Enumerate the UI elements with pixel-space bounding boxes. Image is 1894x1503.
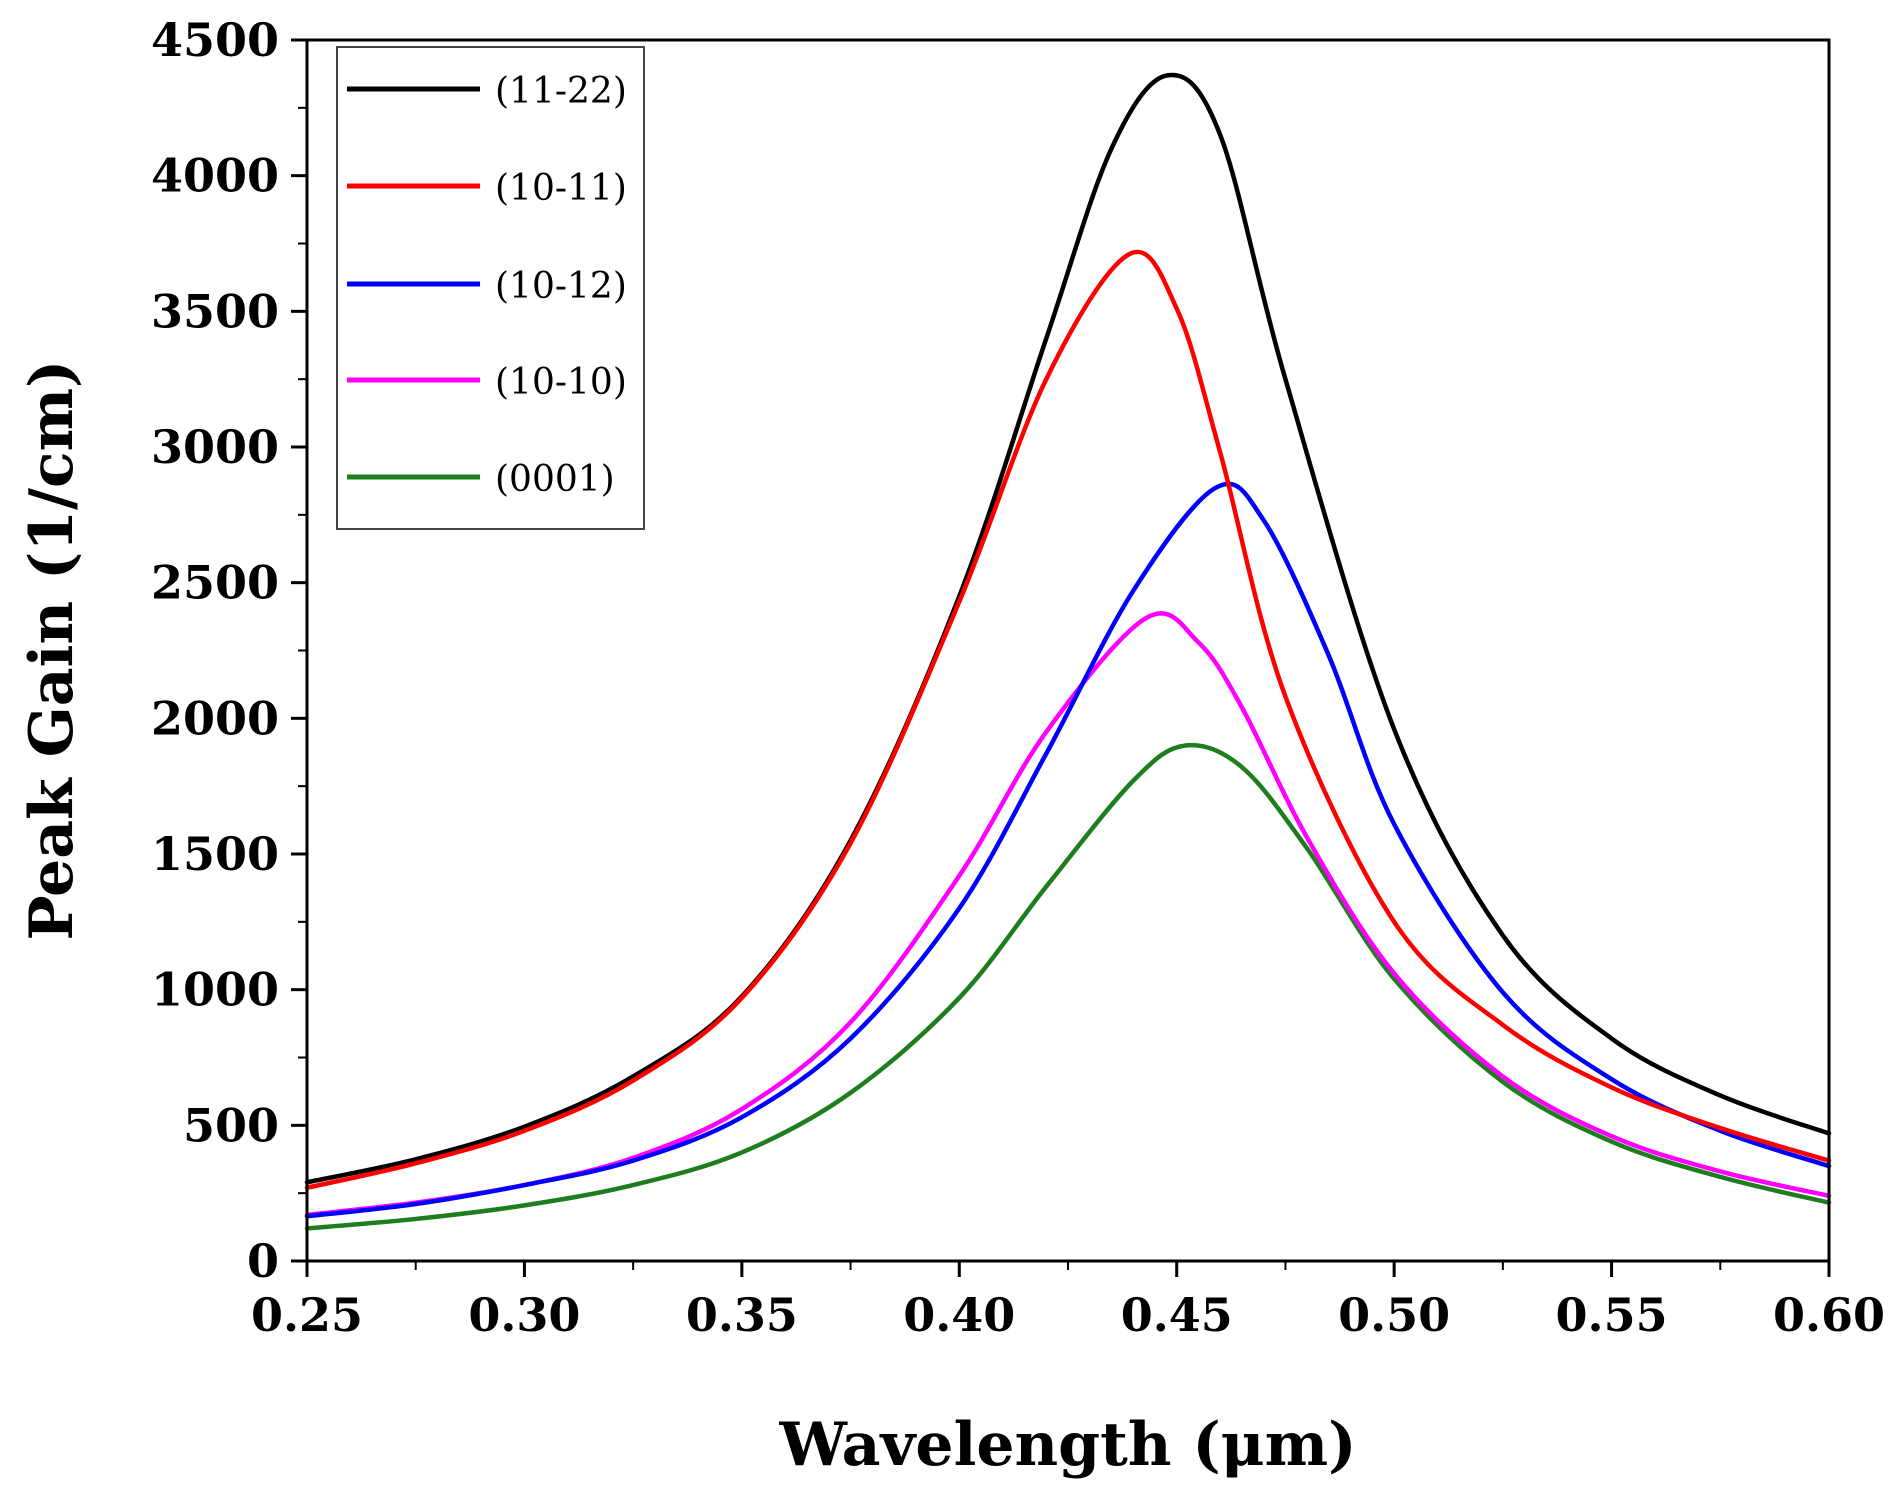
x-axis-title: Wavelength (μm): [778, 1410, 1356, 1480]
y-tick-label: 0: [247, 1234, 279, 1288]
y-tick-label: 4000: [151, 149, 279, 203]
legend-box: [336, 46, 645, 530]
legend: (11-22) (10-11) (10-12) (10-10) (0001): [336, 46, 645, 530]
legend-label-2: (10-12): [495, 266, 627, 307]
y-tick-label: 1500: [151, 827, 279, 881]
y-tick-label: 4500: [151, 13, 279, 67]
x-tick-label: 0.40: [903, 1288, 1015, 1342]
series-line-4: [304, 742, 1832, 1231]
y-tick-label: 3000: [151, 420, 279, 474]
legend-label-1: (10-11): [495, 168, 627, 209]
y-axis-title: Peak Gain (1/cm): [17, 360, 87, 941]
y-tick-label: 1000: [151, 963, 279, 1017]
legend-label-0: (11-22): [495, 71, 627, 112]
ticks-layer: 0.25 0.30 0.35 0.40 0.45 0.50 0.55 0.60 0 500 1000…: [151, 13, 1885, 1342]
x-tick-label: 0.55: [1556, 1288, 1668, 1342]
series-layer: [304, 72, 1832, 1231]
plot-frame: [305, 38, 1831, 1263]
series-line-1: [304, 249, 1832, 1190]
x-tick-label: 0.50: [1338, 1288, 1450, 1342]
y-tick-label: 3500: [151, 284, 279, 338]
series-line-0: [304, 72, 1832, 1185]
y-tick-label: 2500: [151, 556, 279, 610]
legend-entries: (11-22) (10-11) (10-12) (10-10) (0001): [347, 71, 627, 500]
legend-label-4: (0001): [495, 459, 615, 500]
series-line-2: [304, 481, 1832, 1219]
x-tick-label: 0.35: [686, 1288, 798, 1342]
x-tick-label: 0.60: [1773, 1288, 1885, 1342]
x-tick-label: 0.30: [468, 1288, 580, 1342]
legend-label-3: (10-10): [495, 362, 627, 403]
y-tick-label: 2000: [151, 691, 279, 745]
x-tick-label: 0.45: [1121, 1288, 1233, 1342]
x-tick-label: 0.25: [251, 1288, 363, 1342]
y-tick-label: 500: [183, 1098, 279, 1152]
